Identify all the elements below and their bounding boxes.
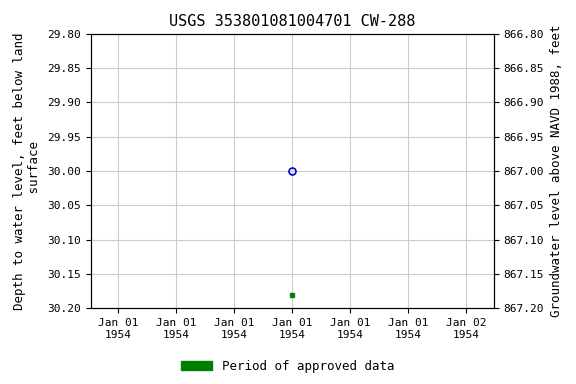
Legend: Period of approved data: Period of approved data <box>176 355 400 378</box>
Y-axis label: Groundwater level above NAVD 1988, feet: Groundwater level above NAVD 1988, feet <box>550 25 563 318</box>
Title: USGS 353801081004701 CW-288: USGS 353801081004701 CW-288 <box>169 13 415 28</box>
Y-axis label: Depth to water level, feet below land
 surface: Depth to water level, feet below land su… <box>13 32 41 310</box>
